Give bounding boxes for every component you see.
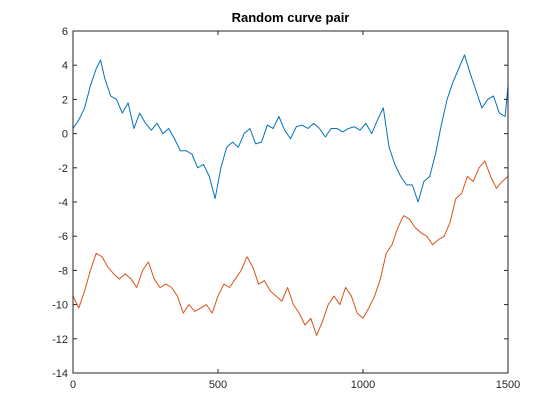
x-axis: 0 500 1000 1500 [70, 31, 520, 391]
series-line-2 [72, 160, 509, 336]
series-line-1 [72, 54, 509, 203]
y-tick-label: -4 [58, 197, 68, 209]
axes-box [72, 30, 509, 374]
series-layer [72, 54, 509, 336]
chart-title: Random curve pair [232, 10, 350, 25]
y-tick-label: 4 [62, 60, 68, 72]
y-tick-label: -10 [52, 300, 68, 312]
y-tick-label: -14 [52, 368, 68, 380]
y-axis: -14 -12 -10 -8 -6 -4 -2 0 2 4 6 [52, 26, 508, 380]
y-tick-label: 6 [62, 26, 68, 38]
y-tick-label: -8 [58, 265, 68, 277]
x-tick-label: 500 [209, 379, 227, 391]
y-tick-label: -12 [52, 334, 68, 346]
y-tick-label: -2 [58, 163, 68, 175]
x-tick-label: 0 [70, 379, 76, 391]
y-tick-label: -6 [58, 231, 68, 243]
x-tick-label: 1500 [496, 379, 520, 391]
y-tick-label: 2 [62, 94, 68, 106]
x-tick-label: 1000 [351, 379, 375, 391]
y-tick-label: 0 [62, 129, 68, 141]
